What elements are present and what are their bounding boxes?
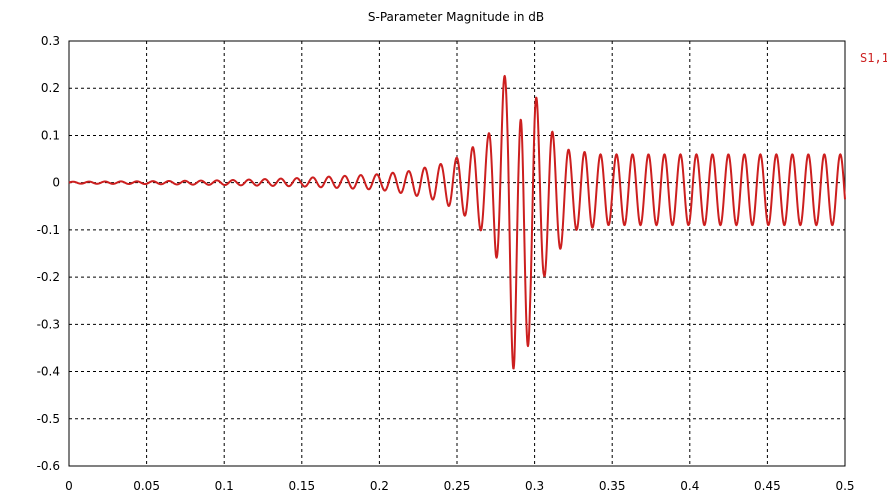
- series-s11-line: [68, 74, 846, 370]
- x-tick-label: 0.35: [599, 479, 626, 493]
- x-tick-label: 0.25: [444, 479, 471, 493]
- y-tick-label: 0.3: [41, 34, 60, 48]
- x-axis-ticks: 0 0.05 0.1 0.15 0.2 0.25 0.3 0.35 0.4 0.45 0.5: [65, 479, 854, 493]
- y-tick-label: 0.1: [41, 128, 60, 142]
- x-tick-label: 0.05: [133, 479, 160, 493]
- y-tick-label: 0: [52, 176, 60, 190]
- x-tick-label: 0.15: [288, 479, 315, 493]
- y-tick-label: -0.6: [37, 459, 60, 473]
- x-tick-label: 0.2: [370, 479, 389, 493]
- x-tick-label: 0.45: [754, 479, 781, 493]
- x-tick-label: 0.4: [680, 479, 699, 493]
- x-tick-label: 0.1: [215, 479, 234, 493]
- y-tick-label: -0.3: [37, 317, 60, 331]
- x-tick-label: 0: [65, 479, 73, 493]
- grid: [69, 41, 845, 466]
- y-tick-label: -0.4: [37, 365, 60, 379]
- y-axis-ticks: 0.3 0.2 0.1 0 -0.1 -0.2 -0.3 -0.4 -0.5 -0.6: [37, 34, 60, 473]
- y-tick-label: -0.2: [37, 270, 60, 284]
- x-tick-label: 0.5: [835, 479, 854, 493]
- y-tick-label: -0.5: [37, 412, 60, 426]
- plot-frame: [68, 40, 846, 467]
- legend-s11: S1,1: [860, 51, 887, 65]
- chart-title: S-Parameter Magnitude in dB: [368, 10, 544, 24]
- y-tick-label: 0.2: [41, 81, 60, 95]
- y-tick-label: -0.1: [37, 223, 60, 237]
- x-tick-label: 0.3: [525, 479, 544, 493]
